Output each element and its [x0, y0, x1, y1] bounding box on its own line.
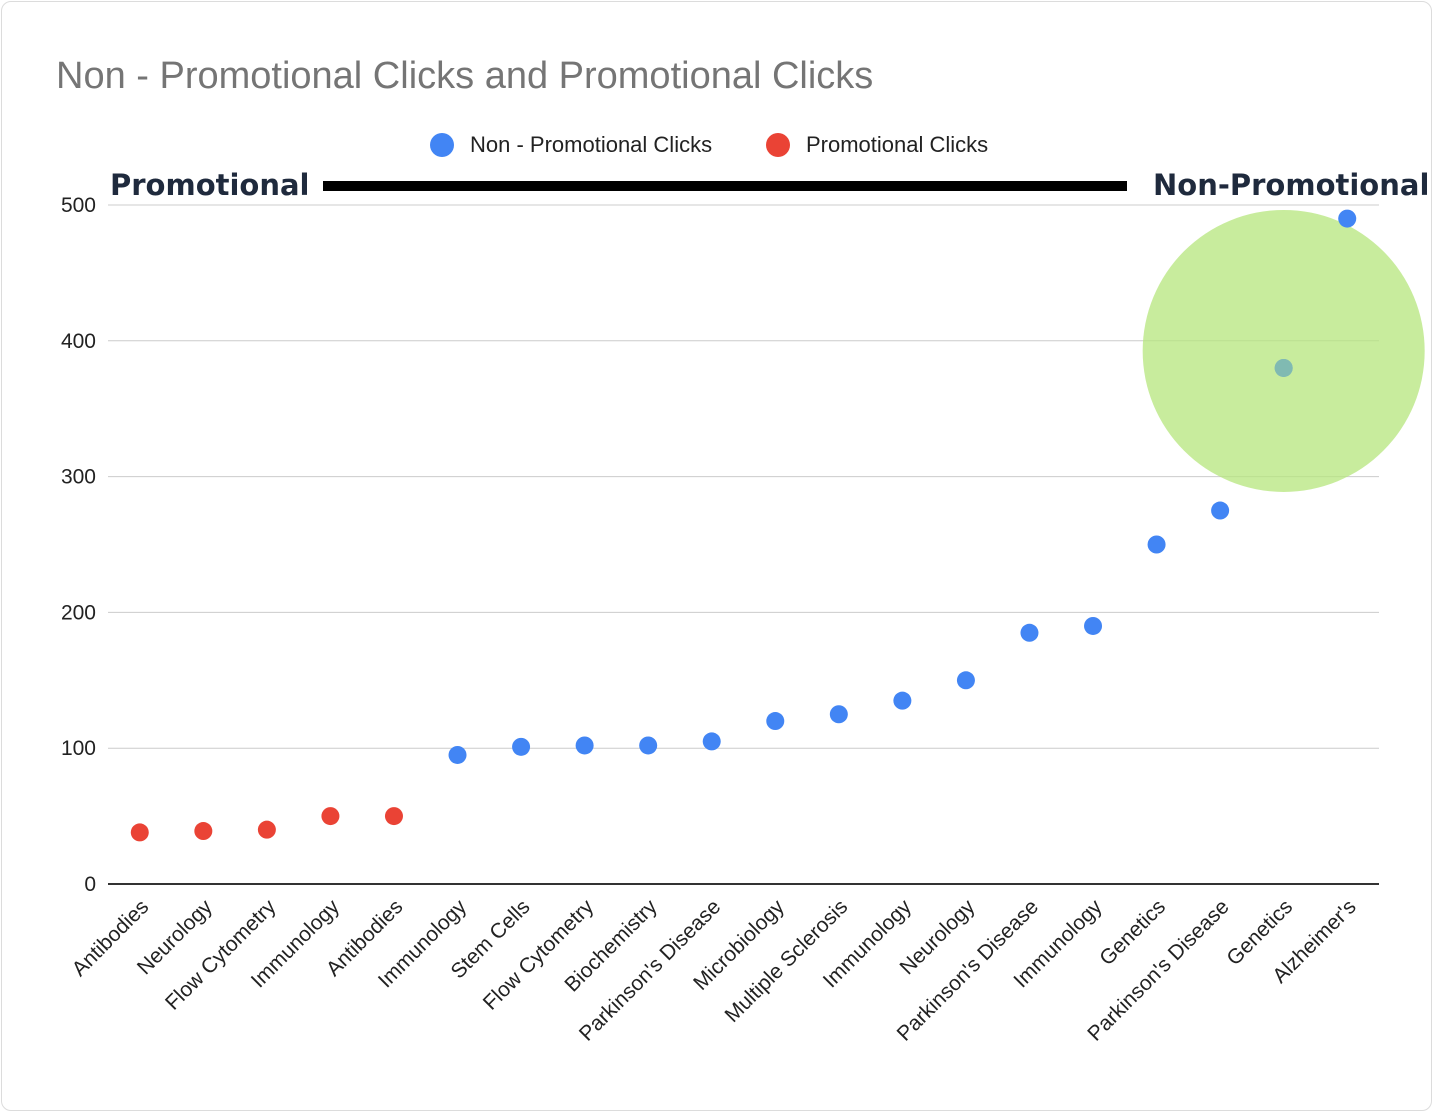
non-promotional-point — [1211, 501, 1230, 520]
highlight-circle — [1142, 209, 1425, 492]
legend-swatch-non-promotional — [430, 133, 454, 157]
promotional-point — [384, 807, 403, 826]
non-promotional-point — [1338, 209, 1357, 228]
y-tick-label: 200 — [61, 601, 96, 624]
non-promotional-point — [1084, 616, 1103, 635]
chart-title: Non - Promotional Clicks and Promotional… — [56, 55, 873, 97]
non-promotional-point — [448, 745, 467, 764]
y-axis-ticks: 0 100 200 300 400 500 — [61, 194, 96, 896]
y-tick-label: 400 — [61, 330, 96, 353]
non-promotional-point — [1147, 535, 1166, 554]
non-promotional-annotation: Non-Promotional — [1153, 168, 1429, 202]
legend-label-non-promotional: Non - Promotional Clicks — [470, 132, 712, 157]
legend-swatch-promotional — [766, 133, 790, 157]
promotional-annotation: Promotional — [110, 168, 310, 202]
non-promotional-point — [575, 736, 594, 755]
promotional-point — [194, 822, 213, 841]
highlight-layer — [1142, 209, 1425, 492]
data-points — [130, 209, 1357, 842]
non-promotional-point — [893, 691, 912, 710]
non-promotional-point — [829, 705, 848, 724]
non-promotional-point — [766, 712, 785, 731]
non-promotional-point — [1020, 623, 1039, 642]
y-tick-label: 100 — [61, 737, 96, 760]
y-tick-label: 500 — [61, 194, 96, 217]
non-promotional-point — [956, 671, 975, 690]
non-promotional-point — [512, 737, 531, 756]
promotional-point — [130, 823, 149, 842]
non-promotional-point — [702, 732, 721, 751]
x-category-label: Flow Cytometry — [161, 895, 281, 1015]
non-promotional-point — [639, 736, 658, 755]
legend-label-promotional: Promotional Clicks — [806, 132, 988, 157]
y-tick-label: 300 — [61, 466, 96, 489]
gridlines — [108, 204, 1379, 885]
segment-annotation: Promotional Non-Promotional — [110, 168, 1429, 202]
legend: Non - Promotional Clicks Promotional Cli… — [430, 132, 988, 157]
y-tick-label: 0 — [84, 873, 96, 896]
promotional-point — [257, 820, 276, 839]
annotation-bar — [323, 181, 1127, 191]
highlight-point-overlay — [1274, 358, 1293, 377]
promotional-point — [321, 807, 340, 826]
x-category-label: Flow Cytometry — [479, 895, 599, 1015]
